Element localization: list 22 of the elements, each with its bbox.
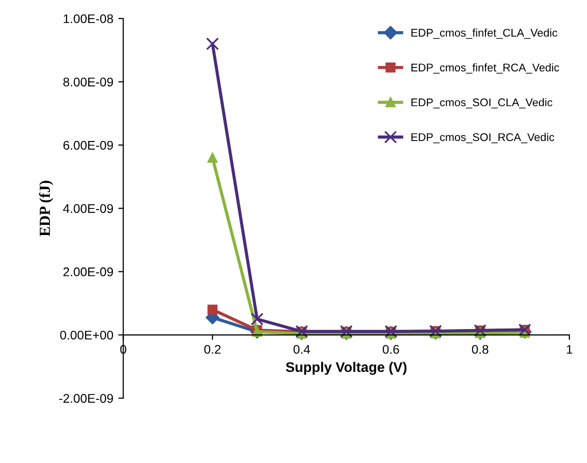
legend-label: EDP_cmos_finfet_CLA_Vedic: [411, 28, 558, 39]
legend-label: EDP_cmos_finfet_RCA_Vedic: [411, 63, 560, 74]
x-axis-title: Supply Voltage (V): [286, 362, 406, 375]
y-tick-label: 2.00E-09: [63, 267, 113, 276]
y-tick-label: 0.00E+00: [60, 330, 114, 340]
y-tick-label: 8.00E-09: [63, 78, 113, 86]
y-tick-label: 6.00E-09: [63, 140, 113, 150]
point: [207, 152, 218, 163]
point: [250, 312, 264, 326]
legend-label: EDP_cmos_SOI_CLA_Vedic: [411, 98, 552, 108]
x-tick-label: 0.4: [294, 344, 310, 354]
x-tick-label: 0.6: [382, 344, 400, 354]
y-tick-label: 4.00E-09: [63, 204, 113, 213]
y-tick-label: 1.00E-08: [64, 14, 114, 24]
y-tick-label: -2.00E-09: [59, 394, 113, 403]
point: [207, 304, 218, 315]
x-tick-label: 1: [566, 345, 572, 354]
point: [206, 37, 219, 50]
x-tick-label: 0.2: [204, 344, 221, 354]
y-axis-title: EDP (fJ): [39, 180, 54, 236]
legend-label: EDP_cmos_SOI_RCA_Vedic: [411, 132, 554, 144]
x-tick-label: 0.8: [472, 344, 488, 354]
